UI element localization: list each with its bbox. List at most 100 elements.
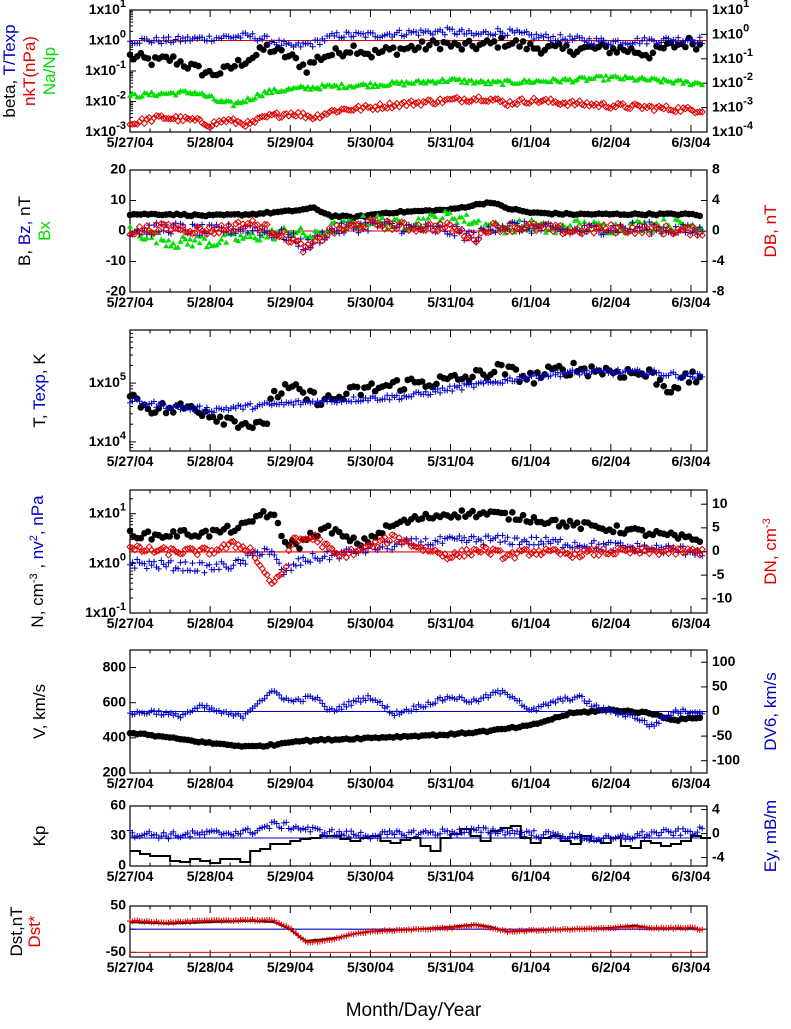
data-point [230,832,237,839]
y2-tick-label: -4 [712,252,725,268]
data-point [499,532,506,539]
data-point [499,82,506,87]
data-point [600,77,607,83]
panel-frame [129,905,708,958]
data-point [429,542,436,548]
data-point [466,537,472,544]
data-point [362,34,369,41]
data-point [143,235,150,241]
data-point [333,29,340,36]
data-point [396,27,403,34]
x-tick-label: 6/1/04 [511,775,550,791]
data-point [677,710,684,717]
data-point [458,79,465,85]
data-point [521,218,528,225]
data-point [278,825,285,832]
data-point [340,226,348,234]
data-point [401,228,408,235]
data-point [400,538,408,546]
data-point [389,546,396,553]
y2-tick-label: 100 [712,653,736,669]
data-point [429,78,436,84]
data-point [400,386,408,393]
data-point [153,34,160,41]
data-point [498,224,507,232]
data-point [148,536,155,543]
data-point [163,563,170,570]
data-point [229,226,238,235]
data-point [449,26,456,33]
data-point [126,527,134,535]
data-point [167,557,174,564]
data-point [244,825,251,832]
data-point [429,226,437,235]
y-tick-label: 10 [110,191,126,207]
data-point [631,39,638,46]
data-point [338,706,345,713]
data-point [345,29,352,36]
data-point [455,227,464,236]
data-point [224,540,233,549]
series-nkT [126,93,706,131]
data-point [248,547,257,556]
data-point [144,55,152,62]
data-point [324,832,331,839]
data-point [528,216,535,222]
data-point [636,832,643,839]
data-point [506,551,514,559]
data-point [320,233,329,242]
data-point [220,560,227,567]
data-point [352,547,360,556]
data-point [698,231,706,239]
data-point [195,546,204,554]
data-point [451,215,458,221]
data-point [259,551,266,558]
data-point [579,34,585,41]
data-point [691,547,699,556]
data-point [554,37,561,44]
data-point [415,77,422,83]
data-point [300,698,307,705]
data-point [645,102,654,110]
data-point [444,827,451,834]
data-point [443,95,452,103]
data-point [478,829,484,836]
data-point [159,400,166,407]
data-point [299,61,307,68]
data-point [276,691,283,698]
data-point [193,550,202,559]
data-point [348,828,355,835]
data-point [133,227,141,236]
data-point [260,112,269,121]
data-point [413,706,420,713]
data-point [303,69,311,76]
data-point [438,552,447,560]
data-point [576,831,583,838]
data-point [295,228,302,234]
data-point [361,223,370,232]
data-point [461,218,468,224]
y-tick-label: 1x104 [89,430,127,449]
data-point [206,240,213,246]
data-point [539,96,548,105]
data-point [619,76,626,82]
data-point [390,102,399,110]
data-point [138,115,146,123]
data-point [494,44,502,51]
data-point [437,533,444,540]
data-point [441,208,448,214]
data-point [157,545,166,553]
data-point [216,240,222,246]
data-point [126,51,134,58]
data-point [316,826,323,833]
data-point [292,237,300,246]
data-point [295,84,302,90]
data-point [567,76,573,82]
data-point [674,545,682,553]
data-point [215,546,223,554]
data-point [506,220,514,228]
y-tick-label: 1x101 [89,502,126,521]
data-point [426,220,435,228]
data-point [383,539,391,548]
x-tick-label: 5/28/04 [187,615,234,631]
